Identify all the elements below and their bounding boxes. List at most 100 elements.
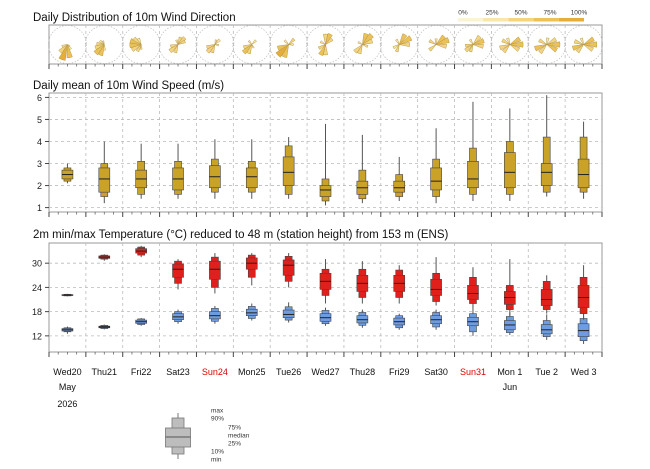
- temp-min-box: [135, 318, 147, 326]
- temp-min-box: [209, 305, 221, 324]
- wind-rose-ring: [527, 25, 567, 64]
- rose-legend-swatch: [508, 18, 534, 22]
- temp-max-box: [393, 265, 406, 304]
- wind-rose-petal: [583, 36, 595, 45]
- box-legend-label: 75%: [228, 425, 241, 432]
- wind-rose-petal: [173, 44, 179, 54]
- wind-speed-box: [172, 143, 184, 199]
- rose-legend-swatch: [483, 18, 509, 22]
- wind-speed-box-inner-box: [393, 180, 406, 193]
- wind-rose-panel: [48, 24, 603, 69]
- wind-rose-ring: [269, 25, 308, 64]
- wind-rose-petal: [546, 37, 550, 45]
- temp-max-box: [504, 259, 516, 316]
- wind-rose-petal: [175, 39, 179, 45]
- temp-min-box: [393, 313, 406, 330]
- temperature-panel: 12 18 24 30: [32, 242, 603, 357]
- wind-rose-petal: [362, 38, 373, 45]
- temp-min-box: [319, 307, 332, 326]
- temp-max-box: [245, 253, 258, 286]
- year-label: 2026: [57, 399, 77, 409]
- wind-rose-petal: [67, 44, 71, 47]
- wind-rose-petal: [509, 41, 524, 48]
- wind-rose-ring: [306, 25, 345, 64]
- day-label: Wed 3: [571, 367, 597, 377]
- wind-direction-title: Daily Distribution of 10m Wind Direction: [33, 12, 236, 24]
- temp-max-box: [430, 257, 442, 306]
- temp-min-box-inner-box: [540, 324, 553, 335]
- speed-y-tick-label: 4: [37, 137, 42, 147]
- wind-rose-petal: [214, 44, 219, 47]
- month-label: May: [59, 382, 77, 392]
- wind-rose-ring: [453, 25, 493, 64]
- wind-rose-petal: [435, 37, 450, 45]
- speed-y-tick-label: 2: [37, 181, 42, 191]
- wind-speed-box-inner-box: [540, 163, 553, 186]
- temp-max-box: [467, 267, 479, 308]
- temp-max-box: [172, 259, 184, 290]
- speed-y-tick-label: 5: [37, 115, 42, 125]
- wind-rose-petal: [394, 44, 400, 53]
- wind-rose-ring: [84, 25, 124, 64]
- wind-rose-petal: [583, 44, 594, 52]
- wind-speed-box-inner-box: [467, 161, 479, 189]
- wind-rose-petal: [58, 44, 68, 61]
- wind-rose-petal: [538, 44, 547, 55]
- temp-max-box: [356, 261, 369, 304]
- temp-y-tick-label: 30: [32, 259, 42, 269]
- wind-rose-petal: [436, 43, 447, 49]
- day-label: Thu28: [350, 367, 376, 377]
- wind-rose-petal: [277, 44, 289, 51]
- temp-max-box: [209, 253, 221, 294]
- wind-rose-ring: [158, 25, 198, 64]
- wind-speed-panel: 1 2 3 4 5 6: [37, 92, 603, 217]
- wind-rose-petal: [319, 40, 326, 45]
- wind-rose-petal: [362, 33, 374, 45]
- wind-speed-box: [61, 163, 74, 184]
- wind-rose-petal: [251, 44, 255, 49]
- wind-rose-ring: [195, 25, 235, 64]
- temp-max-box-inner-box: [467, 285, 479, 300]
- box-legend-label: 25%: [228, 441, 241, 448]
- wind-rose-petal: [472, 43, 484, 49]
- wind-rose-ring: [564, 25, 603, 64]
- wind-rose-petal: [505, 37, 511, 45]
- wind-speed-box: [356, 134, 369, 204]
- wind-rose-petal: [135, 44, 142, 53]
- box-legend-label: median: [228, 433, 250, 440]
- wind-rose-petal: [428, 44, 437, 52]
- wind-speed-box-inner-box: [282, 156, 295, 186]
- rose-legend-label: 0%: [458, 10, 468, 17]
- day-label: Mon 1: [497, 367, 522, 377]
- wind-rose-petal: [98, 39, 105, 45]
- wind-speed-box: [540, 95, 553, 197]
- wind-rose-petal: [61, 44, 68, 48]
- wind-rose-petal: [362, 44, 369, 48]
- speed-y-tick-label: 6: [37, 93, 42, 103]
- wind-rose-petal: [102, 44, 106, 51]
- wind-rose-petal: [464, 44, 474, 53]
- wind-rose-petal: [325, 37, 334, 45]
- wind-rose-petal: [428, 39, 437, 45]
- speed-y-tick-label: 3: [37, 159, 42, 169]
- temp-min-box: [98, 324, 111, 330]
- wind-rose-petal: [353, 44, 363, 54]
- wind-speed-box-inner-box: [319, 185, 332, 197]
- wind-rose-petal: [177, 39, 186, 45]
- temp-max-box-inner-box: [209, 260, 221, 280]
- temp-y-tick-label: 18: [32, 307, 42, 317]
- wind-rose-petal: [546, 37, 557, 45]
- wind-rose-petal: [247, 39, 252, 45]
- wind-rose-ring: [416, 25, 456, 64]
- wind-speed-box: [430, 128, 442, 204]
- temp-max-box: [135, 245, 147, 258]
- temp-min-box: [467, 301, 479, 336]
- wind-speed-box: [209, 139, 221, 199]
- wind-rose-petal: [395, 38, 400, 45]
- day-axis: Wed20 Thu21 Fri22 Sat23 Sun24 Mon25 Tue26 Wed27…: [53, 367, 596, 409]
- temp-y-tick-label: 24: [32, 283, 42, 293]
- wind-rose-ring: [343, 25, 382, 64]
